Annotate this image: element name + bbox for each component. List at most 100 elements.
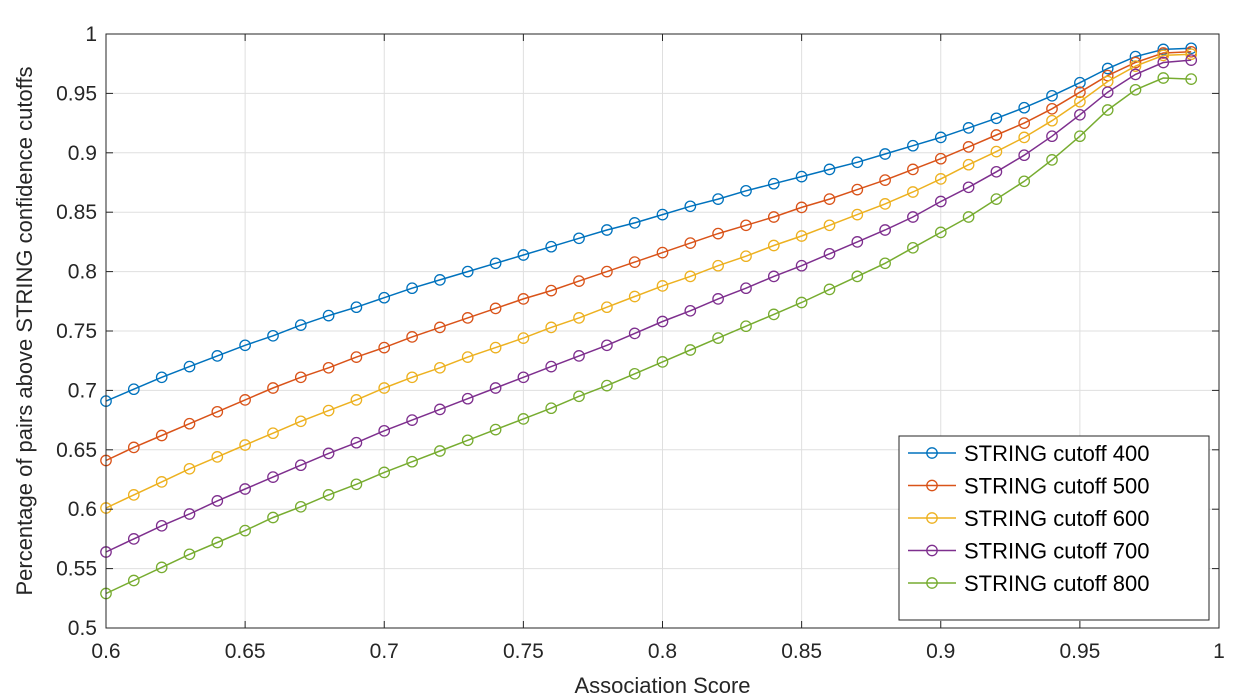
data-point	[601, 339, 613, 352]
y-tick-label: 0.9	[68, 142, 97, 165]
data-point	[267, 329, 279, 342]
data-point	[350, 478, 363, 491]
data-point	[740, 219, 752, 232]
series-line	[105, 77, 1192, 595]
data-point	[1018, 117, 1031, 129]
data-point	[684, 200, 697, 213]
data-point	[934, 152, 947, 165]
data-point	[823, 283, 836, 296]
data-point	[378, 424, 391, 437]
data-point	[962, 122, 975, 134]
data-point	[1074, 86, 1086, 99]
data-point	[879, 174, 891, 186]
data-point	[517, 371, 530, 384]
x-tick-label: 0.6	[91, 640, 120, 663]
data-point	[879, 257, 891, 270]
data-point	[879, 198, 891, 210]
data-point	[211, 451, 224, 463]
data-point	[573, 350, 585, 362]
data-point	[684, 237, 697, 249]
data-point	[851, 236, 864, 248]
data-point	[656, 246, 669, 259]
data-point	[406, 282, 418, 295]
y-axis-label: Percentage of pairs above STRING confide…	[12, 66, 37, 595]
x-tick-label: 0.85	[781, 640, 822, 663]
data-point	[155, 519, 168, 532]
data-point	[628, 217, 641, 229]
data-point	[712, 332, 724, 344]
data-point	[489, 423, 502, 436]
data-point	[406, 414, 418, 426]
data-point	[907, 163, 919, 176]
data-point	[350, 394, 363, 406]
data-point	[1185, 42, 1198, 55]
legend-item: STRING cutoff 600	[908, 506, 1149, 531]
data-point	[294, 319, 307, 331]
data-point	[740, 184, 752, 197]
x-tick-label: 0.75	[503, 640, 544, 663]
data-point	[990, 129, 1003, 141]
data-point	[517, 332, 530, 344]
data-point	[322, 447, 335, 460]
data-point	[322, 489, 335, 501]
legend-item: STRING cutoff 700	[908, 539, 1149, 564]
data-point	[239, 394, 251, 406]
data-point	[1129, 68, 1142, 81]
data-point	[628, 327, 641, 340]
data-point	[1018, 149, 1031, 162]
data-point	[656, 208, 669, 221]
data-point	[740, 282, 752, 295]
data-point	[183, 462, 196, 475]
data-point	[851, 183, 864, 196]
data-point	[684, 304, 697, 317]
data-point	[1046, 154, 1058, 166]
legend-item: STRING cutoff 800	[908, 571, 1149, 596]
data-point	[823, 219, 836, 232]
y-tick-label: 0.95	[56, 82, 97, 105]
data-point	[767, 308, 780, 321]
data-point	[211, 405, 224, 418]
data-point	[1046, 130, 1058, 143]
data-point	[907, 186, 919, 198]
legend-marker	[926, 512, 938, 524]
data-point	[211, 495, 224, 507]
legend-label: STRING cutoff 500	[964, 474, 1149, 499]
x-tick-label: 0.7	[370, 640, 399, 663]
data-point	[823, 163, 836, 176]
data-point	[1157, 72, 1170, 84]
data-point	[907, 241, 919, 254]
data-point	[211, 536, 224, 549]
data-point	[795, 170, 808, 183]
data-point	[1018, 175, 1031, 188]
data-point	[489, 257, 502, 270]
data-point	[545, 360, 558, 373]
data-point	[127, 574, 140, 587]
data-point	[545, 284, 558, 297]
data-point	[434, 403, 446, 416]
data-point	[879, 148, 891, 160]
y-tick-label: 0.65	[56, 439, 97, 462]
data-point	[1074, 76, 1086, 89]
data-point	[712, 293, 724, 305]
legend-item: STRING cutoff 400	[908, 441, 1149, 466]
x-tick-label: 0.9	[926, 640, 955, 663]
data-point	[1185, 54, 1198, 66]
data-point	[851, 156, 864, 169]
data-point	[573, 312, 585, 324]
x-tick-label: 1	[1213, 640, 1225, 663]
series-3	[100, 48, 1198, 514]
data-point	[239, 524, 251, 537]
legend-label: STRING cutoff 700	[964, 539, 1149, 564]
data-point	[684, 344, 697, 356]
legend-marker	[926, 447, 938, 459]
data-point	[851, 208, 864, 221]
data-point	[628, 367, 641, 380]
data-point	[489, 341, 502, 354]
data-point	[823, 247, 836, 260]
data-point	[656, 315, 669, 328]
data-point	[239, 439, 251, 451]
y-tick-label: 0.5	[68, 617, 97, 640]
data-point	[1157, 49, 1170, 62]
data-point	[183, 417, 196, 430]
y-tick-label: 0.8	[68, 261, 97, 284]
